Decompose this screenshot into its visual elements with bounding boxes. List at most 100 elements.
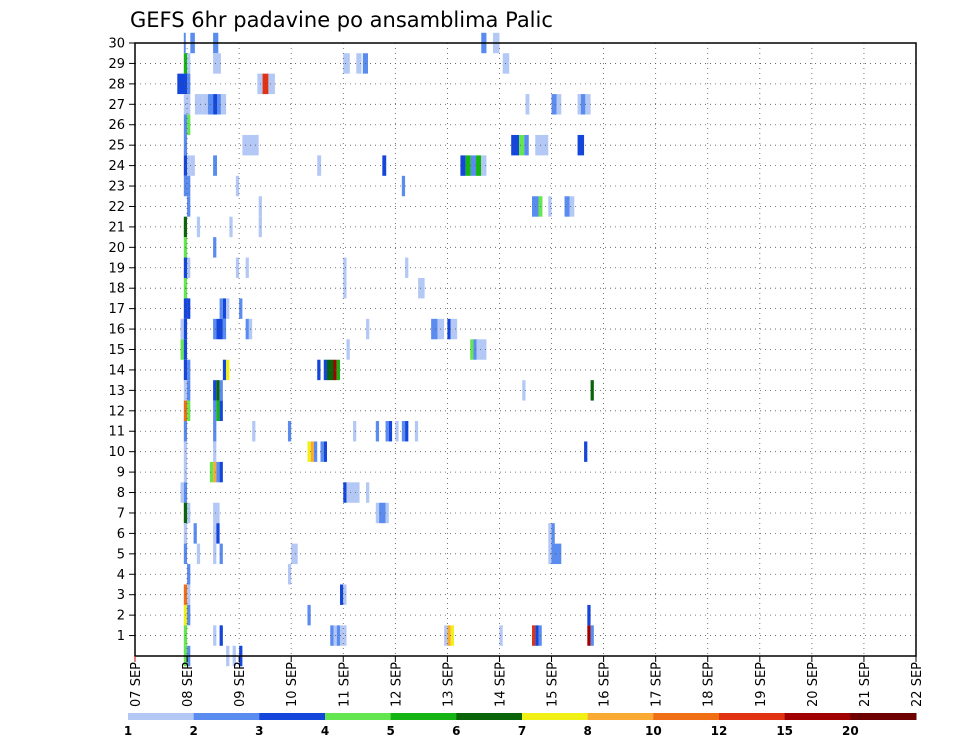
y-tick-label: 10 xyxy=(108,445,125,460)
data-cell xyxy=(219,400,223,422)
data-cell xyxy=(343,277,347,299)
data-cell xyxy=(307,604,311,626)
data-cell xyxy=(209,461,214,483)
data-cell xyxy=(476,339,480,360)
data-cell xyxy=(431,318,438,340)
colorbar-label: 1 xyxy=(124,724,132,738)
y-tick-label: 15 xyxy=(108,343,125,358)
data-cell xyxy=(213,421,217,442)
x-tick-label: 10 SEP xyxy=(285,662,300,707)
data-cell xyxy=(194,94,203,115)
data-cell xyxy=(447,625,451,646)
data-cell xyxy=(226,359,230,381)
data-cell xyxy=(346,339,350,360)
x-tick-label: 16 SEP xyxy=(598,662,613,707)
colorbar-label: 10 xyxy=(645,724,662,738)
data-cell xyxy=(551,543,562,565)
y-tick-label: 9 xyxy=(117,466,125,481)
data-cell xyxy=(343,584,347,605)
x-tick-label: 11 SEP xyxy=(337,662,352,707)
data-cell xyxy=(535,134,549,156)
data-cell xyxy=(213,461,217,483)
data-cell xyxy=(499,625,503,646)
data-cell xyxy=(180,318,184,340)
data-cell xyxy=(320,441,324,462)
colorbar-label: 2 xyxy=(189,724,197,738)
colorbar-swatch xyxy=(784,713,851,720)
y-tick-label: 4 xyxy=(117,568,125,583)
data-cell xyxy=(213,625,217,646)
data-cell xyxy=(343,257,347,278)
data-cell xyxy=(213,318,217,340)
data-cell xyxy=(187,359,191,381)
data-cell xyxy=(356,53,362,74)
data-cell xyxy=(219,543,223,565)
data-cell xyxy=(187,502,191,524)
data-cell xyxy=(405,257,409,278)
colorbar-label: 4 xyxy=(321,724,329,738)
data-cell xyxy=(183,94,191,115)
colorbar-label: 8 xyxy=(583,724,591,738)
data-cell xyxy=(548,543,552,565)
data-cell xyxy=(187,155,191,176)
colorbar-label: 5 xyxy=(386,724,394,738)
data-cell xyxy=(317,359,321,381)
x-tick-label: 20 SEP xyxy=(806,662,821,707)
data-cell xyxy=(405,421,409,442)
chart-title: GEFS 6hr padavine po ansamblima Palic xyxy=(130,8,553,32)
x-tick-label: 22 SEP xyxy=(910,662,925,707)
data-cell xyxy=(222,318,227,340)
data-cell xyxy=(450,318,458,340)
colorbar-swatch xyxy=(850,713,917,720)
data-cell xyxy=(353,421,357,442)
y-tick-label: 26 xyxy=(108,118,125,133)
data-cell xyxy=(343,53,350,74)
y-tick-label: 6 xyxy=(117,527,125,542)
data-cell xyxy=(336,359,341,381)
data-cell xyxy=(580,94,586,115)
data-cell xyxy=(222,298,227,319)
data-cell xyxy=(587,604,591,626)
y-tick-label: 2 xyxy=(117,609,125,624)
data-cell xyxy=(187,53,191,74)
y-tick-label: 3 xyxy=(117,588,125,603)
colorbar-label: 15 xyxy=(776,724,793,738)
data-cell xyxy=(287,421,292,442)
data-cell xyxy=(330,625,334,646)
x-tick-label: 12 SEP xyxy=(389,662,404,707)
data-cell xyxy=(180,482,184,503)
data-cell xyxy=(548,196,552,217)
x-tick-label: 14 SEP xyxy=(493,662,508,707)
data-cell xyxy=(343,482,347,503)
y-tick-label: 20 xyxy=(108,241,125,256)
data-cell xyxy=(375,502,380,524)
data-cell xyxy=(587,625,591,646)
data-cell xyxy=(187,298,191,319)
x-tick-label: 07 SEP xyxy=(129,662,144,707)
x-tick-label: 09 SEP xyxy=(233,662,248,707)
colorbar-swatch xyxy=(587,713,654,720)
data-cell xyxy=(287,564,292,585)
colorbar-swatch xyxy=(719,713,786,720)
data-cell xyxy=(479,339,487,360)
data-cell xyxy=(213,380,217,401)
y-tick-label: 25 xyxy=(108,139,125,154)
y-tick-label: 27 xyxy=(108,98,125,113)
data-cell xyxy=(382,155,387,176)
data-cell xyxy=(535,625,539,646)
data-cell xyxy=(268,73,275,95)
data-cell xyxy=(213,543,217,565)
data-cell xyxy=(222,359,227,381)
y-tick-label: 22 xyxy=(108,200,125,215)
colorbar-swatch xyxy=(193,713,260,720)
y-tick-label: 29 xyxy=(108,57,125,72)
y-tick-label: 16 xyxy=(108,323,125,338)
data-cell xyxy=(187,380,191,401)
data-cell xyxy=(226,298,230,319)
y-tick-label: 18 xyxy=(108,282,125,297)
y-tick-label: 30 xyxy=(108,37,125,52)
y-tick-label: 8 xyxy=(117,486,125,501)
colorbar-swatch xyxy=(259,713,326,720)
data-cell xyxy=(216,461,220,483)
data-cell xyxy=(219,625,223,646)
